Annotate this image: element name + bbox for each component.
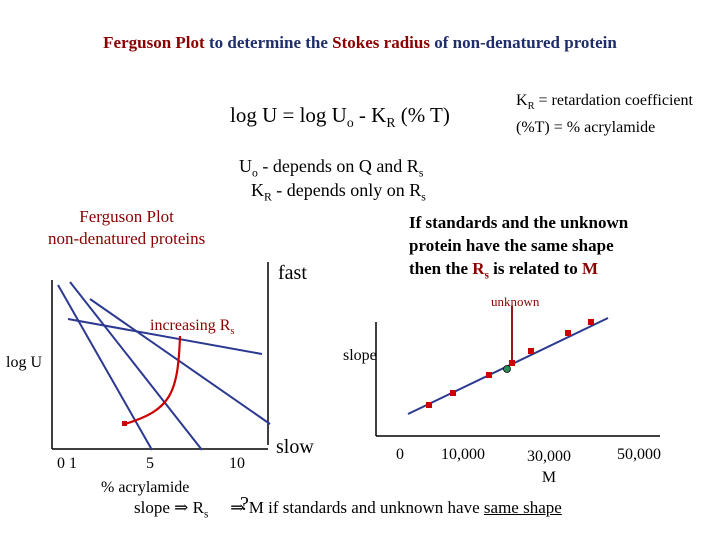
title-ferguson-plot: Ferguson Plot xyxy=(103,33,205,52)
kr-definition: KR = retardation coefficient xyxy=(516,90,693,117)
x-tick-30000-value: 30,000 xyxy=(527,448,571,465)
unknown-label: unknown xyxy=(491,294,540,309)
equation-part-b: - K xyxy=(353,103,387,127)
ferguson-line-2 xyxy=(69,281,203,451)
conclusion-sub-s: s xyxy=(203,508,209,521)
x-tick-10000: 10,000 xyxy=(441,446,485,463)
increasing-rs-text: increasing R xyxy=(150,317,231,334)
standard-marker xyxy=(588,319,594,325)
fast-label: fast xyxy=(278,262,307,284)
ferguson-equation: log U = log Uo - KR (% T) xyxy=(230,103,450,131)
x-tick-5: 5 xyxy=(146,455,154,472)
unknown-marker xyxy=(503,365,511,373)
standards-line3-a: then the xyxy=(409,259,473,278)
y-axis-label: log U xyxy=(6,354,42,371)
standard-markers xyxy=(426,319,594,408)
standard-marker xyxy=(426,402,432,408)
ferguson-line-3 xyxy=(89,298,271,425)
uo-dependency: Uo - depends on Q and Rs xyxy=(239,156,423,180)
standards-line3-b: is related to xyxy=(488,259,583,278)
ferguson-label-line1: Ferguson Plot xyxy=(79,207,174,226)
question-mark: ? xyxy=(240,493,249,515)
x-tick-10: 10 xyxy=(229,455,245,472)
x-tick-50000: 50,000 xyxy=(617,446,661,463)
slope-label: slope xyxy=(343,347,377,364)
dep-uo-sub2: s xyxy=(418,166,424,180)
kr-def-text: = retardation coefficient xyxy=(534,92,693,109)
kr-dependency: KR - depends only on Rs xyxy=(251,180,426,204)
standards-line2: protein have the same shape xyxy=(409,236,614,255)
standards-note: If standards and the unknown protein hav… xyxy=(409,211,628,287)
title-text-b: of non-denatured protein xyxy=(429,33,617,52)
page-title: Ferguson Plot to determine the Stokes ra… xyxy=(0,33,720,53)
standards-rs: R xyxy=(472,259,485,278)
standards-line1: If standards and the unknown xyxy=(409,213,629,232)
standards-rs-sub: s xyxy=(484,269,489,282)
dep-kr-sub2: s xyxy=(421,190,426,204)
equation-sub-r: R xyxy=(386,115,396,131)
ferguson-plot-label: Ferguson Plot non-denatured proteins xyxy=(48,206,205,250)
dep-kr-text: - depends only on R xyxy=(271,180,422,200)
ferguson-line-4 xyxy=(67,318,263,355)
ferguson-label-line2: non-denatured proteins xyxy=(48,229,206,248)
standard-marker xyxy=(486,372,492,378)
increasing-rs-sub: s xyxy=(230,326,235,338)
conclusion-part-a: slope ⇒ R xyxy=(134,498,204,517)
dep-uo-text: - depends on Q and R xyxy=(257,156,419,176)
slow-label: slow xyxy=(276,436,314,458)
title-text-a: to determine the xyxy=(204,33,333,52)
standard-marker xyxy=(565,330,571,336)
increasing-rs-curve xyxy=(124,335,182,426)
x-tick-0-1: 0 1 xyxy=(57,455,77,472)
conclusion-same-shape: same shape xyxy=(483,498,562,517)
dep-uo-sub: o xyxy=(252,166,258,180)
t-definition: (%T) = % acrylamide xyxy=(516,119,656,137)
standard-marker xyxy=(450,390,456,396)
dep-kr-sub: R xyxy=(264,190,272,204)
increasing-rs-label: increasing Rs xyxy=(150,317,234,337)
standard-marker xyxy=(509,360,515,366)
title-stokes-radius: Stokes radius xyxy=(332,33,430,52)
x-axis-label: % acrylamide xyxy=(101,479,190,496)
dep-kr-k: K xyxy=(251,180,264,200)
x-tick-30000: 30,000 M xyxy=(527,446,571,488)
definitions: KR = retardation coefficient (%T) = % ac… xyxy=(516,90,693,138)
x-axis-m-label: M xyxy=(541,469,557,486)
standards-m: M xyxy=(582,259,599,278)
equation-part-a: log U = log U xyxy=(230,103,347,127)
conclusion-line: slope ⇒ Rs ⇒ M if standards and unknown h… xyxy=(134,498,562,520)
equation-part-c: (% T) xyxy=(395,103,450,127)
kr-def-sub: R xyxy=(527,101,535,113)
conclusion-part-b: ⇒ M if standards and unknown have xyxy=(230,498,484,517)
increasing-rs-marker xyxy=(122,421,127,426)
standards-line3: then the Rs is related to M xyxy=(409,257,628,287)
ferguson-line-1 xyxy=(57,284,153,451)
standard-marker xyxy=(528,348,534,354)
x-tick-zero: 0 xyxy=(396,446,404,463)
dep-uo-u: U xyxy=(239,156,252,176)
equation-sub-o: o xyxy=(346,115,354,131)
kr-def-k: K xyxy=(516,92,528,109)
